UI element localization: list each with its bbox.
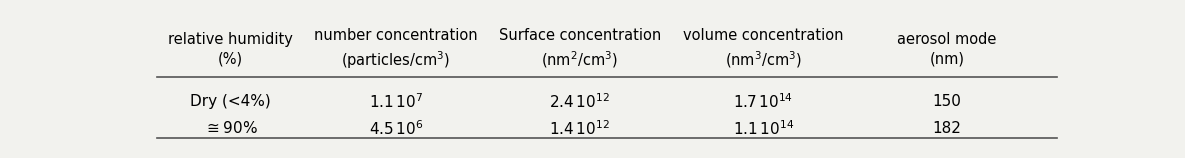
Text: 150: 150 xyxy=(933,94,961,109)
Text: Dry (<4%): Dry (<4%) xyxy=(191,94,271,109)
Text: volume concentration
(nm$^3$/cm$^3$): volume concentration (nm$^3$/cm$^3$) xyxy=(684,28,844,70)
Text: aerosol mode
(nm): aerosol mode (nm) xyxy=(897,32,997,67)
Text: Surface concentration
(nm$^2$/cm$^3$): Surface concentration (nm$^2$/cm$^3$) xyxy=(499,28,661,70)
Text: $1.4\,10^{12}$: $1.4\,10^{12}$ xyxy=(550,119,610,138)
Text: $1.1\,10^{14}$: $1.1\,10^{14}$ xyxy=(732,119,794,138)
Text: relative humidity
(%): relative humidity (%) xyxy=(168,32,293,67)
Text: $\cong$90%: $\cong$90% xyxy=(204,120,257,137)
Text: $1.1\,10^{7}$: $1.1\,10^{7}$ xyxy=(369,92,423,111)
Text: number concentration
(particles/cm$^3$): number concentration (particles/cm$^3$) xyxy=(314,28,478,71)
Text: 182: 182 xyxy=(933,121,961,136)
Text: $2.4\,10^{12}$: $2.4\,10^{12}$ xyxy=(550,92,610,111)
Text: $4.5\,10^{6}$: $4.5\,10^{6}$ xyxy=(369,119,423,138)
Text: $1.7\,10^{14}$: $1.7\,10^{14}$ xyxy=(734,92,794,111)
